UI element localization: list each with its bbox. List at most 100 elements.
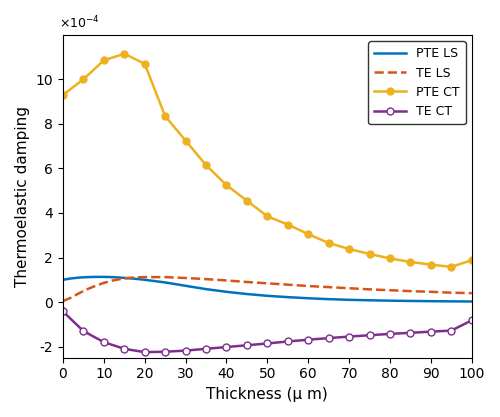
TE CT <box>203 346 209 351</box>
PTE CT <box>101 58 107 63</box>
PTE LS <box>285 295 291 300</box>
Line: TE CT: TE CT <box>60 308 476 356</box>
PTE LS <box>469 299 475 304</box>
PTE LS <box>387 298 393 303</box>
PTE LS <box>117 275 123 280</box>
Line: PTE LS: PTE LS <box>63 277 472 301</box>
TE LS <box>428 289 434 294</box>
PTE LS <box>244 291 250 296</box>
TE LS <box>346 286 352 291</box>
PTE CT <box>203 163 209 168</box>
TE LS <box>117 276 123 281</box>
PTE LS <box>224 289 230 294</box>
TE CT <box>142 349 148 354</box>
TE LS <box>126 276 132 281</box>
TE CT <box>346 334 352 339</box>
PTE CT <box>142 61 148 66</box>
TE LS <box>84 286 90 291</box>
TE CT <box>182 348 188 353</box>
TE LS <box>162 275 168 280</box>
PTE CT <box>60 93 66 98</box>
PTE LS <box>92 274 98 279</box>
PTE LS <box>162 280 168 285</box>
PTE CT <box>224 183 230 188</box>
TE LS <box>224 278 230 283</box>
TE CT <box>60 309 66 314</box>
TE CT <box>408 330 414 335</box>
TE LS <box>92 283 98 288</box>
TE LS <box>387 288 393 293</box>
TE LS <box>305 284 311 289</box>
PTE CT <box>121 51 127 56</box>
PTE LS <box>101 274 107 279</box>
TE CT <box>121 346 127 351</box>
PTE CT <box>305 231 311 236</box>
X-axis label: Thickness (μ m): Thickness (μ m) <box>206 387 328 402</box>
PTE CT <box>428 262 434 267</box>
TE LS <box>448 290 454 295</box>
TE CT <box>366 333 372 338</box>
PTE CT <box>182 138 188 143</box>
TE CT <box>244 343 250 348</box>
PTE LS <box>203 286 209 291</box>
TE LS <box>264 281 270 286</box>
TE LS <box>285 282 291 287</box>
PTE LS <box>76 275 82 280</box>
TE LS <box>203 276 209 281</box>
Legend: PTE LS, TE LS, PTE CT, TE CT: PTE LS, TE LS, PTE CT, TE CT <box>368 41 466 124</box>
PTE LS <box>264 293 270 298</box>
TE CT <box>224 344 230 349</box>
PTE LS <box>366 298 372 303</box>
TE LS <box>60 299 66 304</box>
TE LS <box>76 291 82 296</box>
PTE CT <box>264 214 270 219</box>
Line: PTE CT: PTE CT <box>60 50 476 270</box>
PTE LS <box>428 299 434 304</box>
PTE CT <box>387 256 393 261</box>
PTE LS <box>84 275 90 280</box>
TE CT <box>80 329 86 334</box>
PTE CT <box>80 77 86 82</box>
PTE LS <box>408 299 414 304</box>
TE CT <box>285 339 291 344</box>
PTE LS <box>326 296 332 301</box>
TE CT <box>448 328 454 333</box>
Line: TE LS: TE LS <box>63 277 472 301</box>
TE LS <box>469 291 475 296</box>
PTE CT <box>448 264 454 269</box>
TE LS <box>244 279 250 284</box>
PTE LS <box>60 277 66 282</box>
PTE CT <box>408 259 414 264</box>
TE CT <box>264 341 270 346</box>
PTE CT <box>366 251 372 256</box>
TE LS <box>142 275 148 280</box>
TE LS <box>68 295 74 300</box>
TE LS <box>182 276 188 281</box>
PTE LS <box>182 283 188 288</box>
TE LS <box>326 285 332 290</box>
PTE CT <box>469 258 475 263</box>
Y-axis label: Thermoelastic damping: Thermoelastic damping <box>15 106 30 287</box>
PTE CT <box>326 241 332 246</box>
TE CT <box>469 318 475 323</box>
TE LS <box>408 289 414 294</box>
TE LS <box>101 280 107 285</box>
TE LS <box>109 278 115 283</box>
TE CT <box>387 332 393 337</box>
TE CT <box>326 336 332 341</box>
TE CT <box>162 349 168 354</box>
PTE LS <box>346 297 352 302</box>
PTE LS <box>305 296 311 301</box>
TE CT <box>101 339 107 344</box>
PTE CT <box>162 113 168 118</box>
PTE LS <box>126 276 132 281</box>
Text: $\times10^{-4}$: $\times10^{-4}$ <box>59 15 100 32</box>
PTE LS <box>109 275 115 280</box>
TE LS <box>366 287 372 292</box>
TE CT <box>428 329 434 334</box>
PTE CT <box>285 222 291 227</box>
PTE LS <box>142 277 148 282</box>
PTE CT <box>244 198 250 203</box>
PTE LS <box>68 276 74 281</box>
TE LS <box>134 275 140 280</box>
